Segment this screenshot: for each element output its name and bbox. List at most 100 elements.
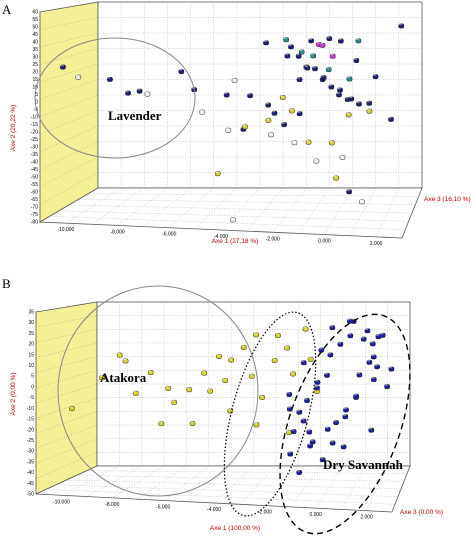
data-point-body bbox=[265, 117, 272, 123]
y-tick-label: -60 bbox=[31, 190, 38, 196]
data-point-body bbox=[290, 429, 297, 434]
data-point bbox=[253, 422, 260, 428]
data-point-body bbox=[302, 326, 309, 332]
data-point-highlight bbox=[306, 429, 311, 432]
data-point-highlight bbox=[388, 116, 392, 119]
data-point-highlight bbox=[355, 38, 360, 41]
data-point-body bbox=[356, 372, 363, 378]
data-point bbox=[346, 189, 352, 195]
chart-b-ticks: 35 30 25 20 15 10 5 0 -5 -10 -15 -20 -25 -30 -35 -40 -45… bbox=[27, 310, 373, 521]
data-point-highlight bbox=[346, 189, 350, 191]
y-tick-label: 20 bbox=[32, 70, 38, 76]
data-point-body bbox=[320, 75, 327, 81]
data-point bbox=[329, 325, 336, 331]
data-point-highlight bbox=[263, 40, 267, 43]
data-point-highlight bbox=[340, 154, 344, 157]
y-tick-label: -40 bbox=[31, 160, 38, 166]
data-point-highlight bbox=[297, 111, 301, 113]
data-point bbox=[132, 390, 139, 396]
y-tick-label: 15 bbox=[32, 77, 38, 83]
data-point-body bbox=[122, 358, 129, 364]
data-point-body bbox=[296, 470, 303, 475]
data-point-body bbox=[339, 154, 346, 160]
data-point bbox=[342, 414, 349, 420]
data-point bbox=[136, 88, 143, 94]
data-point-body bbox=[326, 36, 333, 42]
data-point bbox=[165, 385, 172, 391]
data-point bbox=[268, 132, 274, 138]
data-point bbox=[368, 427, 375, 433]
x-tick-label: -8.000 bbox=[105, 502, 119, 508]
chart-b-zlabel: Axe 3 (0,00 %) bbox=[400, 509, 443, 516]
data-point-highlight bbox=[75, 74, 80, 77]
data-point bbox=[304, 65, 311, 71]
grid-line bbox=[35, 424, 98, 449]
data-point-highlight bbox=[199, 109, 204, 112]
grid-line bbox=[39, 48, 99, 65]
data-point-highlight bbox=[315, 379, 319, 382]
grid-line bbox=[35, 356, 98, 373]
data-point-highlight bbox=[321, 75, 325, 77]
data-point-highlight bbox=[280, 95, 284, 97]
data-point-highlight bbox=[371, 377, 375, 379]
chart-a-points bbox=[60, 23, 405, 223]
data-point bbox=[309, 439, 316, 445]
data-point-highlight bbox=[299, 49, 303, 52]
data-point bbox=[336, 92, 342, 98]
data-point-highlight bbox=[117, 352, 121, 355]
data-point bbox=[116, 352, 123, 358]
data-point-body bbox=[296, 77, 303, 83]
data-point-body bbox=[165, 385, 172, 391]
y-tick-label: 20 bbox=[28, 342, 34, 348]
grid-line bbox=[35, 329, 98, 343]
chart-b-ylabel: Axe 2 (0,00 %) bbox=[10, 373, 17, 416]
data-point bbox=[356, 372, 363, 378]
data-point bbox=[247, 93, 253, 99]
grid-line bbox=[46, 489, 396, 505]
data-point-highlight bbox=[265, 102, 269, 105]
y-tick-label: 50 bbox=[32, 25, 38, 31]
grid-line bbox=[39, 156, 99, 188]
grid-line bbox=[39, 125, 99, 153]
data-point-highlight bbox=[326, 36, 331, 38]
data-point-highlight bbox=[308, 38, 312, 41]
data-point-highlight bbox=[336, 92, 340, 95]
data-point-body bbox=[324, 372, 330, 378]
data-point-highlight bbox=[333, 175, 337, 178]
data-point bbox=[147, 370, 154, 376]
y-tick-label: -65 bbox=[31, 197, 38, 203]
data-point bbox=[375, 334, 382, 340]
data-point-body bbox=[284, 345, 290, 351]
data-point-body bbox=[125, 90, 131, 96]
data-point bbox=[329, 53, 336, 59]
data-point bbox=[275, 333, 281, 338]
data-point-highlight bbox=[268, 132, 272, 134]
data-point-body bbox=[347, 318, 353, 324]
data-point-body bbox=[328, 84, 335, 90]
data-point-body bbox=[295, 53, 302, 59]
data-point-body bbox=[314, 385, 320, 391]
data-point bbox=[358, 199, 365, 205]
group-label-atakora: Atakora bbox=[100, 370, 147, 385]
data-point bbox=[328, 84, 335, 90]
data-point-highlight bbox=[304, 65, 309, 68]
data-point bbox=[286, 391, 293, 397]
data-point-highlight bbox=[310, 439, 314, 442]
data-point-body bbox=[312, 66, 318, 72]
data-point bbox=[230, 217, 236, 223]
y-tick-label: -15 bbox=[31, 122, 38, 128]
data-point-highlight bbox=[326, 67, 330, 69]
data-point-body bbox=[279, 95, 286, 100]
y-tick-label: -70 bbox=[31, 205, 38, 211]
grid-line bbox=[59, 210, 409, 222]
y-tick-label: -50 bbox=[27, 492, 34, 498]
y-tick-label: -45 bbox=[27, 481, 34, 487]
data-point-highlight bbox=[347, 333, 352, 335]
data-point bbox=[372, 74, 379, 80]
data-point-highlight bbox=[370, 341, 374, 344]
panel-b: B 35 30 25 20 15 10 5 0 -5 -10 -15 -20 -25 -30 -35 -40 -… bbox=[0, 274, 474, 544]
data-point-highlight bbox=[301, 360, 305, 362]
data-point-highlight bbox=[284, 53, 289, 56]
data-point bbox=[287, 451, 294, 457]
grid-line bbox=[324, 187, 353, 235]
